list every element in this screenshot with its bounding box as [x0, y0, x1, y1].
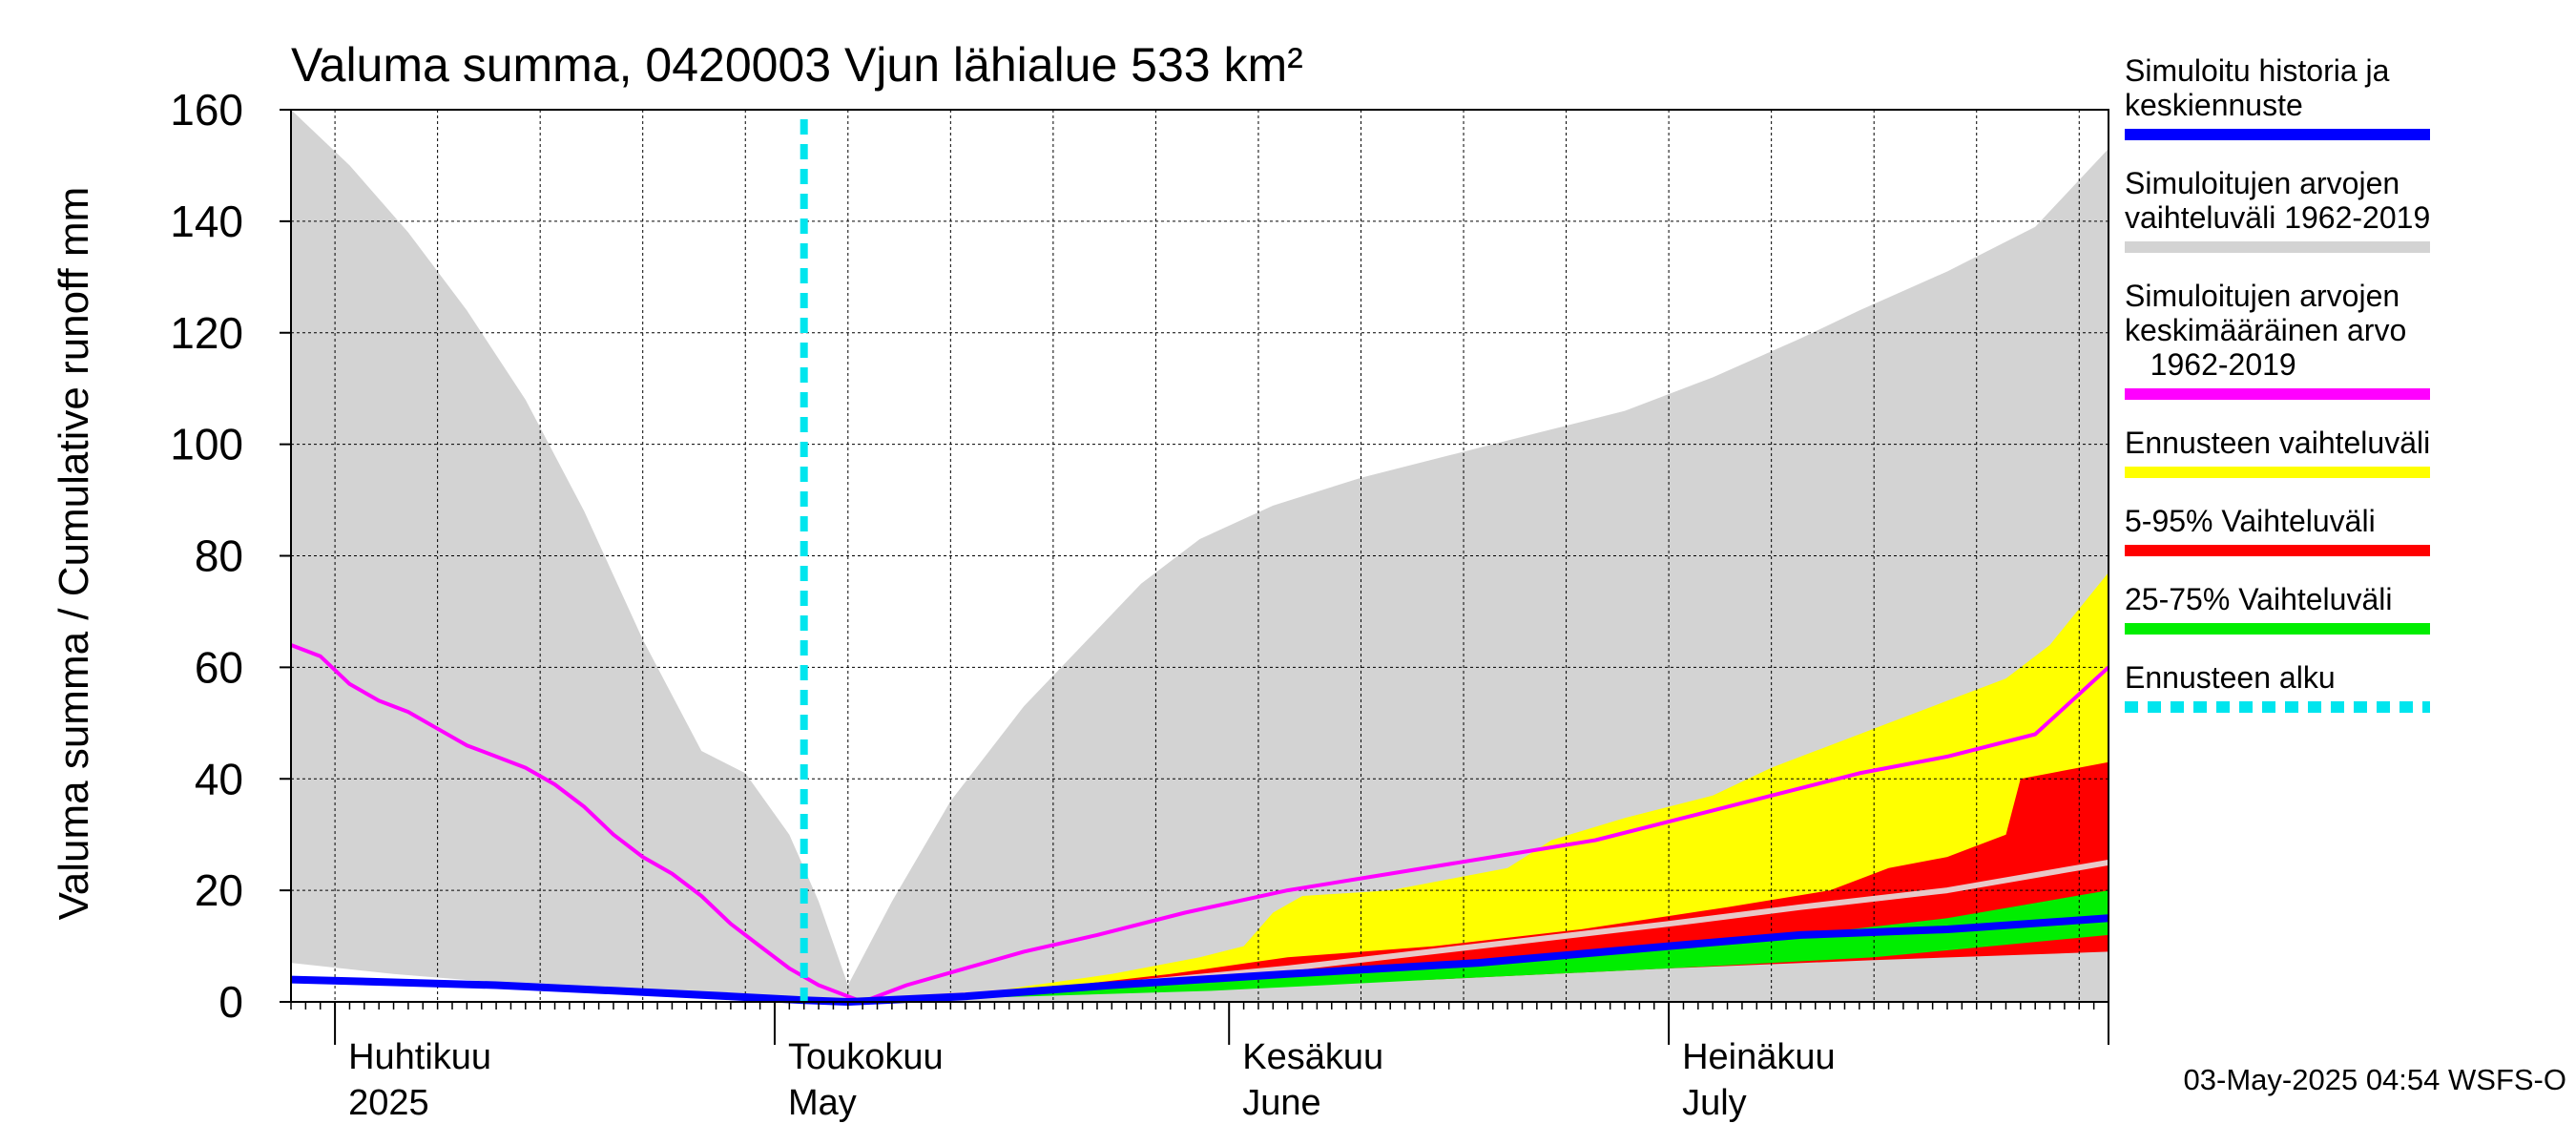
y-tick-label: 0: [218, 977, 243, 1027]
history-median-line: [290, 914, 2109, 1006]
legend-label: Simuloitu historia ja: [2125, 53, 2390, 88]
month-label-fi: Kesäkuu: [1242, 1037, 1383, 1077]
legend-label: Simuloitujen arvojen: [2125, 279, 2399, 313]
legend-label: keskiennuste: [2125, 88, 2303, 122]
y-tick-label: 40: [195, 754, 243, 803]
legend-label: 1962-2019: [2125, 347, 2296, 382]
legend-label: Ennusteen vaihteluväli: [2125, 426, 2430, 460]
month-label-en: July: [1682, 1083, 1747, 1123]
chart-title: Valuma summa, 0420003 Vjun lähialue 533 …: [291, 38, 1303, 92]
y-tick-labels: 0 20 40 60 80 100 120 140 160: [170, 85, 243, 1027]
y-tick-label: 60: [195, 642, 243, 692]
y-tick-label: 120: [170, 308, 243, 358]
y-tick-label: 80: [195, 531, 243, 581]
legend-label: keskimääräinen arvo: [2125, 313, 2406, 347]
legend-label: Simuloitujen arvojen: [2125, 166, 2399, 200]
legend-label: Ennusteen alku: [2125, 660, 2336, 695]
month-label-fi: Huhtikuu: [348, 1037, 491, 1077]
data-lines: [290, 119, 2110, 1006]
month-label-en: May: [788, 1083, 857, 1123]
legend-label: 5-95% Vaihteluväli: [2125, 504, 2376, 538]
month-label-en: 2025: [348, 1083, 429, 1123]
legend-label: 25-75% Vaihteluväli: [2125, 582, 2392, 616]
y-tick-label: 100: [170, 420, 243, 469]
month-labels: Huhtikuu 2025 Toukokuu May Kesäkuu June Heinäk…: [348, 1037, 1836, 1123]
y-axis-label: Valuma summa / Cumulative runoff mm: [51, 187, 97, 921]
axes: [280, 109, 2109, 1045]
y-tick-label: 160: [170, 85, 243, 135]
legend-label: vaihteluväli 1962-2019: [2125, 200, 2430, 235]
timestamp: 03-May-2025 04:54 WSFS-O: [2184, 1063, 2566, 1096]
month-label-fi: Toukokuu: [788, 1037, 944, 1077]
p25-75-area: [847, 890, 2109, 1002]
y-tick-label: 20: [195, 865, 243, 915]
forecast-range-area: [847, 572, 2109, 1002]
y-tick-label: 140: [170, 197, 243, 246]
month-label-en: June: [1242, 1083, 1320, 1123]
month-label-fi: Heinäkuu: [1682, 1037, 1836, 1077]
